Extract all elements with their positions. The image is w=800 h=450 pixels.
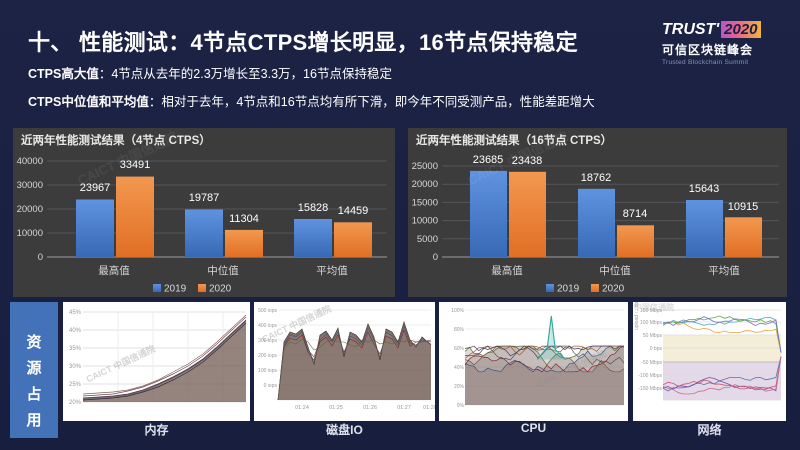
svg-text:2019: 2019 xyxy=(164,284,187,295)
svg-text:01:28: 01:28 xyxy=(423,405,435,411)
svg-text:60%: 60% xyxy=(454,346,465,352)
svg-text:0%: 0% xyxy=(457,403,465,409)
svg-text:01:25: 01:25 xyxy=(329,405,343,411)
svg-text:15000: 15000 xyxy=(412,197,438,208)
svg-text:最高值: 最高值 xyxy=(98,264,130,277)
svg-text:15828: 15828 xyxy=(298,202,329,214)
svg-text:11304: 11304 xyxy=(229,213,259,225)
svg-text:40%: 40% xyxy=(69,328,82,334)
svg-text:20000: 20000 xyxy=(17,204,43,215)
svg-text:80%: 80% xyxy=(454,327,465,333)
svg-text:25%: 25% xyxy=(69,382,82,388)
svg-text:-50 Mbps: -50 Mbps xyxy=(641,360,662,366)
svg-text:100%: 100% xyxy=(451,308,464,314)
svg-text:5000: 5000 xyxy=(417,234,438,245)
svg-text:15643: 15643 xyxy=(689,183,720,195)
svg-text:35%: 35% xyxy=(69,346,82,352)
svg-text:30%: 30% xyxy=(69,364,82,370)
svg-text:8714: 8714 xyxy=(623,208,647,220)
svg-text:0 bps: 0 bps xyxy=(650,346,663,352)
svg-text:10000: 10000 xyxy=(17,228,43,239)
svg-text:中位值: 中位值 xyxy=(207,264,239,277)
svg-text:200 iops: 200 iops xyxy=(258,353,277,359)
svg-text:0: 0 xyxy=(38,252,43,263)
svg-text:10000: 10000 xyxy=(412,216,438,227)
svg-text:0: 0 xyxy=(433,252,438,263)
svg-text:18762: 18762 xyxy=(581,172,612,184)
svg-text:最高值: 最高值 xyxy=(491,264,523,277)
svg-text:10915: 10915 xyxy=(728,201,759,213)
svg-text:2020: 2020 xyxy=(209,284,232,295)
svg-text:2019: 2019 xyxy=(557,284,580,295)
svg-text:500 iops: 500 iops xyxy=(258,308,277,314)
svg-text:30000: 30000 xyxy=(17,180,43,191)
svg-text:14459: 14459 xyxy=(338,205,369,217)
svg-text:19787: 19787 xyxy=(189,192,220,204)
svg-text:25000: 25000 xyxy=(412,161,438,172)
svg-text:-100 Mbps: -100 Mbps xyxy=(638,373,662,379)
svg-text:0 iops: 0 iops xyxy=(264,383,278,389)
svg-text:平均值: 平均值 xyxy=(316,264,348,277)
svg-text:100 iops: 100 iops xyxy=(258,368,277,374)
svg-text:20%: 20% xyxy=(69,400,82,406)
svg-text:2020: 2020 xyxy=(602,284,625,295)
svg-text:40%: 40% xyxy=(454,365,465,371)
svg-text:20%: 20% xyxy=(454,384,465,390)
svg-text:45%: 45% xyxy=(69,310,82,316)
svg-text:-150 Mbps: -150 Mbps xyxy=(638,386,662,392)
svg-text:40000: 40000 xyxy=(17,156,43,167)
svg-text:20000: 20000 xyxy=(412,179,438,190)
svg-text:平均值: 平均值 xyxy=(708,264,740,277)
svg-text:01:24: 01:24 xyxy=(295,405,309,411)
svg-text:01:27: 01:27 xyxy=(397,405,411,411)
svg-text:100 Mbps: 100 Mbps xyxy=(640,320,662,326)
svg-text:01:26: 01:26 xyxy=(363,405,377,411)
svg-text:中位值: 中位值 xyxy=(599,264,631,277)
svg-text:50 Mbps: 50 Mbps xyxy=(643,333,663,339)
